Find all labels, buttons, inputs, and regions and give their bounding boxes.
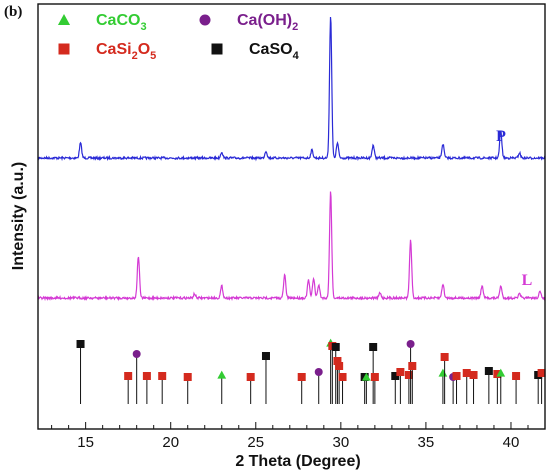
reference-marker-CaCO3	[496, 368, 506, 377]
reference-marker-CaSi2O5	[246, 373, 255, 381]
legend-marker-CaSO4	[211, 43, 223, 55]
pattern-curves	[37, 16, 546, 302]
reference-marker-CaSi2O5	[537, 369, 546, 377]
reference-marker-CaSi2O5	[124, 372, 133, 380]
reference-marker-CaSi2O5	[440, 353, 449, 361]
series-P-label: P	[496, 128, 506, 145]
reference-marker-CaSi2O5	[333, 357, 342, 365]
series-L-line	[37, 191, 546, 302]
x-tick-label: 25	[247, 434, 264, 451]
reference-marker-CaSi2O5	[452, 372, 461, 380]
legend-marker-CaCO3	[57, 13, 71, 25]
reference-marker-CaSO4	[331, 343, 340, 351]
reference-marker-CaSi2O5	[338, 373, 347, 381]
reference-marker-CaSi2O5	[396, 368, 405, 376]
legend-label-CaCO3: CaCO3	[96, 12, 147, 33]
x-tick-label: 20	[162, 434, 179, 451]
reference-marker-CaSi2O5	[158, 372, 167, 380]
reference-marker-Ca(OH)2	[314, 368, 323, 376]
legend: CaCO3 Ca(OH)2 CaSi2O5 CaSO4	[57, 12, 300, 62]
reference-marker-CaSO4	[261, 352, 270, 360]
series-P-line	[37, 16, 546, 162]
reference-marker-CaSO4	[369, 343, 378, 351]
legend-label-CaSO4: CaSO4	[249, 41, 300, 62]
x-tick-label: 15	[77, 434, 94, 451]
reference-marker-CaSi2O5	[462, 369, 471, 377]
curve-labels: PL	[496, 128, 532, 289]
series-L-label: L	[522, 272, 533, 289]
y-axis-title: Intensity (a.u.)	[10, 162, 27, 270]
reference-marker-CaSi2O5	[512, 372, 521, 380]
legend-marker-Ca(OH)2	[199, 14, 211, 26]
x-axis-ticks: 15 20 25 30 35 40	[51, 422, 546, 451]
reference-marker-Ca(OH)2	[132, 350, 141, 358]
reference-lines	[76, 338, 546, 404]
reference-marker-CaSi2O5	[142, 372, 151, 380]
legend-label-CaSi2O5: CaSi2O5	[96, 41, 156, 62]
reference-marker-CaSO4	[76, 340, 85, 348]
x-axis-title: 2 Theta (Degree)	[235, 453, 360, 470]
reference-marker-CaSi2O5	[493, 370, 502, 378]
reference-marker-CaSi2O5	[404, 371, 413, 379]
reference-marker-CaSO4	[484, 367, 493, 375]
reference-marker-CaSi2O5	[469, 371, 478, 379]
x-tick-label: 30	[332, 434, 349, 451]
panel-label: (b)	[4, 4, 22, 20]
reference-marker-CaCO3	[361, 372, 371, 381]
reference-marker-CaSi2O5	[408, 362, 417, 370]
reference-marker-CaSi2O5	[297, 373, 306, 381]
plot-frame	[37, 3, 546, 430]
reference-marker-CaSO4	[391, 372, 400, 380]
reference-marker-CaSi2O5	[183, 373, 192, 381]
legend-marker-CaSi2O5	[58, 43, 70, 55]
reference-marker-CaCO3	[217, 370, 227, 379]
legend-label-Ca(OH)2: Ca(OH)2	[237, 12, 298, 33]
reference-marker-Ca(OH)2	[406, 340, 415, 348]
reference-marker-CaSi2O5	[335, 362, 344, 370]
x-tick-label: 40	[503, 434, 520, 451]
x-tick-label: 35	[418, 434, 435, 451]
reference-marker-CaSi2O5	[370, 373, 379, 381]
